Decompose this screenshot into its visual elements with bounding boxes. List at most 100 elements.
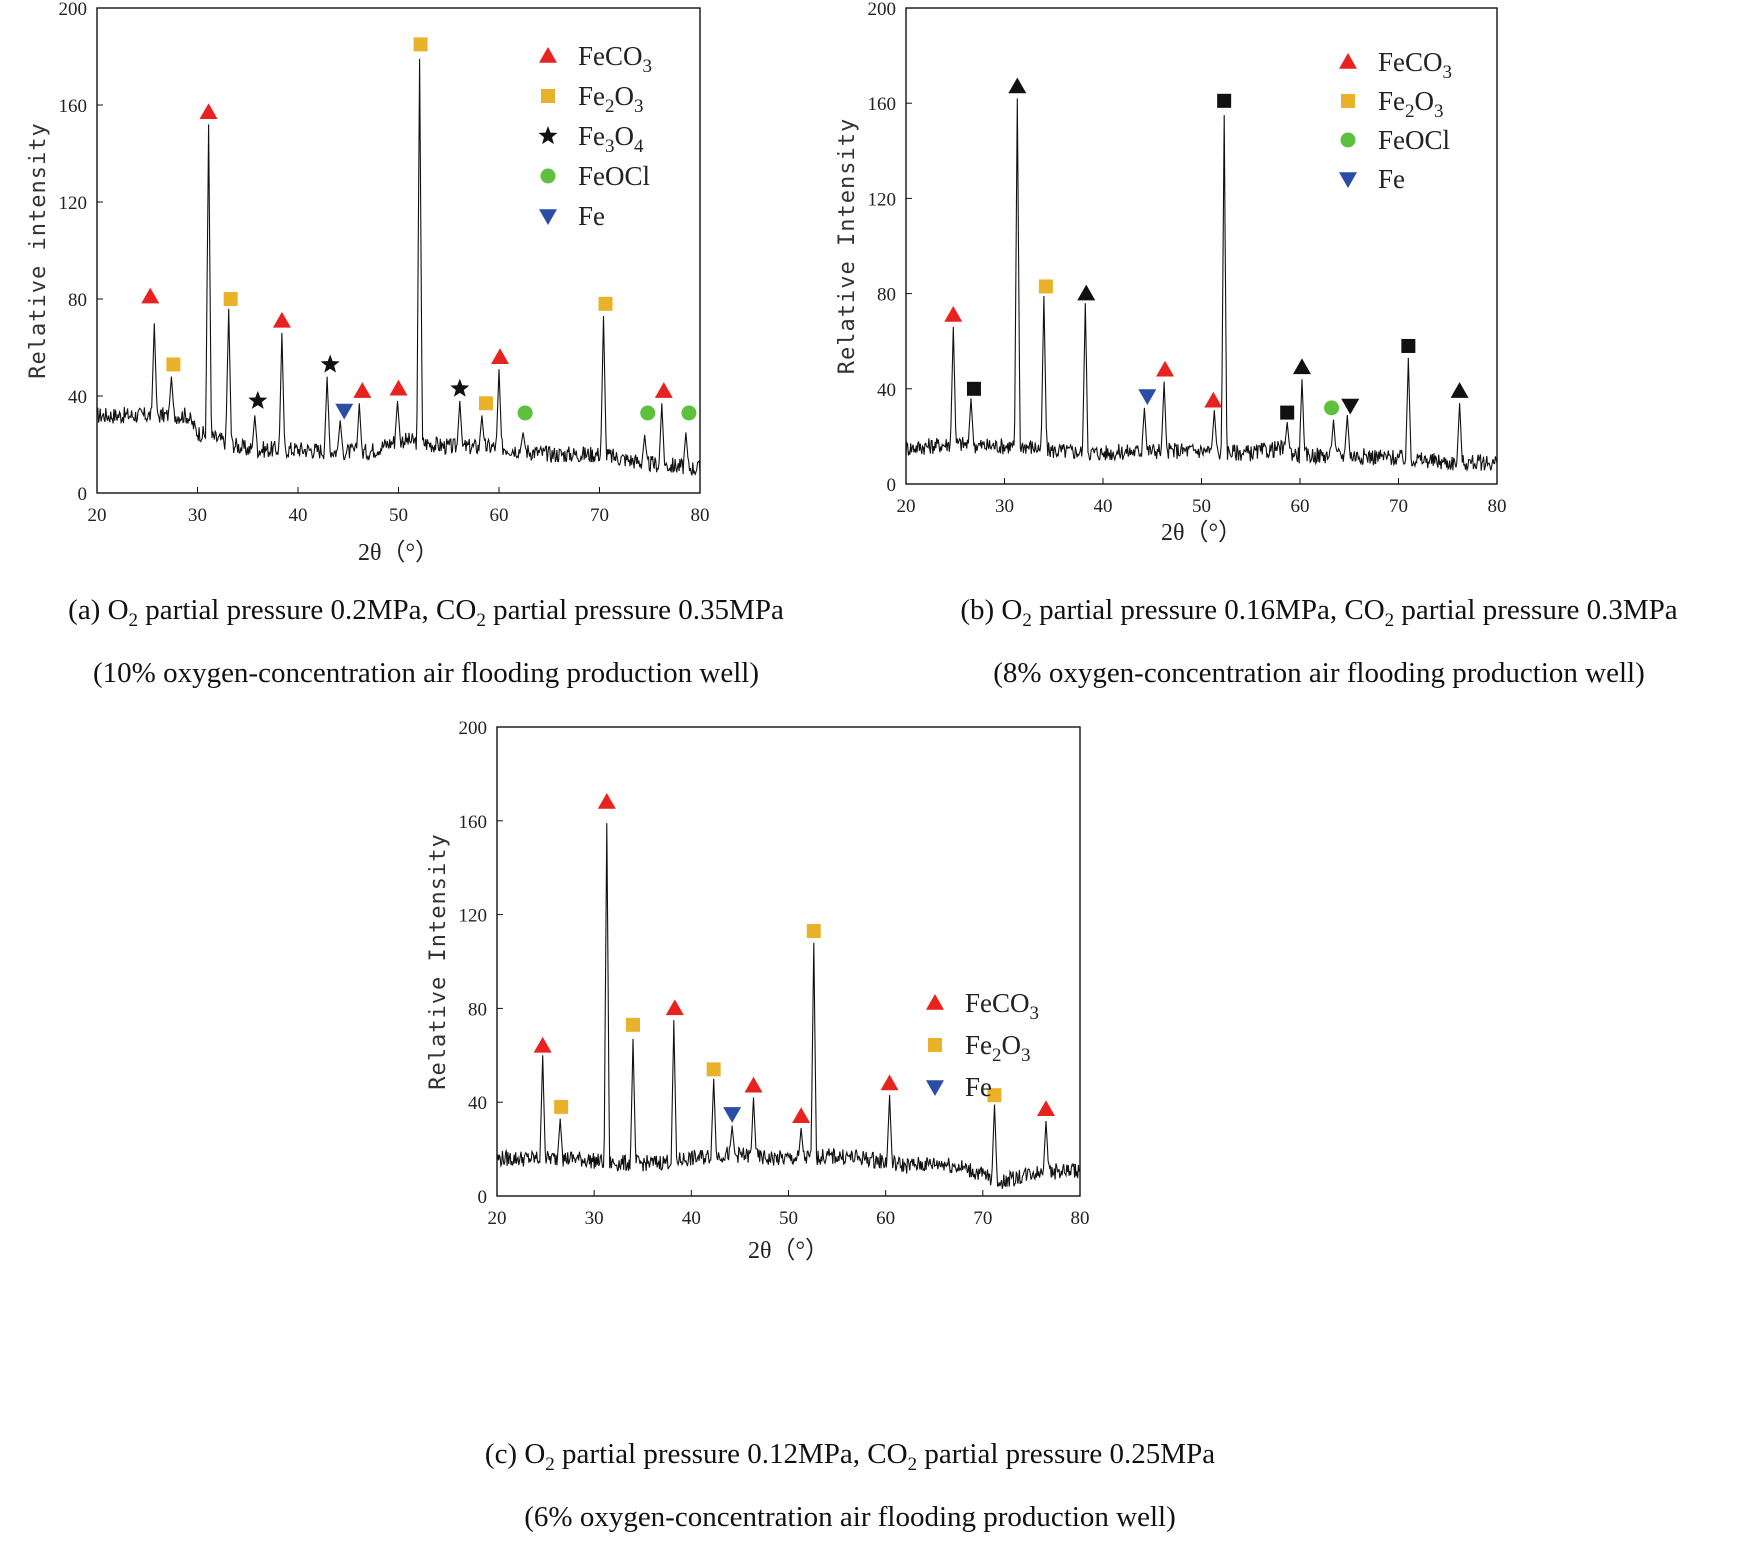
y-tick-label-a: 80	[68, 290, 87, 311]
peak-marker-b-black	[1401, 338, 1416, 353]
legend-marker-b-FeCO3	[1339, 53, 1357, 69]
peak-marker-b-black	[1280, 405, 1295, 420]
peak-marker-a-FeOCl	[517, 405, 533, 421]
peak-marker-a-Fe2O3	[478, 396, 493, 411]
peak-marker-a-Fe3O4	[450, 378, 470, 397]
peak-marker-a-FeCO3	[389, 379, 408, 396]
legend-label-a-Fe3O4: Fe3O4	[578, 121, 644, 157]
x-tick-label-c: 60	[876, 1208, 895, 1229]
chart-panel-b: 20 30 40 50 60 70 80 0 40 80 120 160 200 2θ（°） Relativ…	[835, 0, 1750, 600]
caption-c-line1: (c) O2 partial pressure 0.12MPa, CO2 par…	[484, 1438, 1216, 1475]
x-tick-label-a: 80	[691, 505, 710, 526]
x-tick-label-b: 40	[1094, 496, 1113, 517]
peak-marker-c-Fe2O3	[626, 1017, 641, 1032]
x-tick-label-c: 30	[585, 1208, 604, 1229]
legend-label-c-FeCO3: FeCO3	[965, 988, 1039, 1024]
y-tick-label-c: 160	[459, 812, 488, 833]
y-tick-label-a: 160	[59, 96, 88, 117]
peak-marker-b-Fe	[1138, 389, 1157, 405]
x-tick-label-b: 60	[1291, 496, 1310, 517]
x-tick-label-c: 70	[973, 1208, 992, 1229]
peak-marker-b-black	[1292, 358, 1311, 375]
legend-marker-c-FeCO3	[926, 994, 944, 1010]
peak-marker-a-FeCO3	[654, 382, 673, 398]
x-tick-label-a: 30	[188, 505, 207, 526]
x-axis-label-b: 2θ（°）	[1161, 520, 1242, 546]
x-tick-label-b: 30	[995, 496, 1014, 517]
legend-marker-a-FeCO3	[539, 47, 557, 63]
x-tick-label-a: 70	[590, 505, 609, 526]
plot-frame-b	[905, 7, 1498, 485]
legend-marker-a-Fe	[539, 209, 557, 225]
peak-marker-b-black	[1450, 382, 1469, 398]
peak-marker-c-Fe2O3	[706, 1062, 721, 1077]
legend-label-b-FeCO3: FeCO3	[1378, 47, 1452, 83]
x-tick-label-a: 50	[389, 505, 408, 526]
caption-a: (a) O2 partial pressure 0.2MPa, CO2 part…	[0, 584, 852, 699]
chart-a-svg: 20 30 40 50 60 70 80 0 40 80 120 160 200 2θ（°） Relativ…	[26, 0, 710, 566]
x-tick-label-b: 20	[897, 496, 916, 517]
legend-marker-b-Fe2O3	[1341, 94, 1355, 108]
legend-marker-b-FeOCl	[1340, 132, 1356, 148]
legend-label-a-FeOCl: FeOCl	[578, 161, 650, 191]
x-tick-label-a: 20	[88, 505, 107, 526]
legend-marker-a-Fe3O4	[538, 126, 558, 145]
legend-label-a-FeCO3: FeCO3	[578, 41, 652, 77]
peak-marker-b-black	[1077, 284, 1096, 301]
peak-marker-c-FeCO3	[792, 1107, 811, 1124]
peak-marker-a-FeCO3	[141, 287, 160, 304]
caption-a-line1: (a) O2 partial pressure 0.2MPa, CO2 part…	[68, 594, 784, 631]
peak-marker-b-black	[966, 381, 981, 396]
peak-marker-b-black	[1008, 77, 1027, 94]
legend-marker-a-Fe2O3	[541, 89, 555, 103]
y-tick-label-b: 200	[868, 0, 897, 20]
peak-marker-b-FeCO3	[1204, 391, 1223, 408]
x-axis-label-c: 2θ（°）	[748, 1238, 829, 1264]
peak-marker-a-FeCO3	[491, 348, 510, 364]
legend-marker-c-Fe2O3	[928, 1038, 942, 1052]
peak-marker-c-FeCO3	[665, 999, 684, 1016]
peak-marker-c-Fe	[723, 1107, 742, 1123]
x-tick-label-b: 70	[1389, 496, 1408, 517]
plot-frame-c	[496, 726, 1081, 1197]
caption-a-line2: (10% oxygen-concentration air flooding p…	[93, 656, 759, 689]
peak-marker-c-Fe2O3	[806, 924, 821, 939]
peak-marker-a-Fe2O3	[413, 37, 428, 52]
y-tick-label-b: 40	[877, 380, 896, 401]
y-tick-label-c: 80	[468, 999, 487, 1020]
peak-marker-a-Fe	[335, 403, 354, 420]
x-axis-label-a: 2θ（°）	[358, 540, 439, 566]
x-tick-label-a: 40	[289, 505, 308, 526]
peak-marker-a-FeOCl	[681, 405, 697, 421]
y-tick-label-b: 80	[877, 285, 896, 306]
peak-marker-b-black	[1217, 93, 1232, 108]
peak-marker-b-FeOCl	[1324, 400, 1340, 416]
y-tick-label-c: 0	[478, 1187, 488, 1208]
caption-b: (b) O2 partial pressure 0.16MPa, CO2 par…	[890, 584, 1748, 699]
peak-marker-b-FeCO3	[944, 306, 963, 322]
legend-label-b-Fe2O3: Fe2O3	[1378, 86, 1444, 122]
peak-marker-c-FeCO3	[1036, 1100, 1055, 1116]
legend-label-b-Fe: Fe	[1378, 164, 1405, 194]
y-tick-label-c: 40	[468, 1093, 487, 1114]
y-tick-label-c: 120	[459, 906, 488, 927]
legend-label-a-Fe2O3: Fe2O3	[578, 81, 644, 117]
caption-b-line2: (8% oxygen-concentration air flooding pr…	[993, 656, 1645, 689]
xrd-spectrum-line-a	[96, 58, 701, 476]
y-tick-label-a: 0	[78, 484, 88, 505]
peak-marker-a-FeCO3	[199, 103, 218, 120]
chart-panel-a: 20 30 40 50 60 70 80 0 40 80 120 160 200 2θ（°） Relativ…	[0, 0, 860, 600]
legend-label-a-Fe: Fe	[578, 201, 605, 231]
legend-label-b-FeOCl: FeOCl	[1378, 125, 1450, 155]
y-axis-label-a: Relative intensity	[26, 122, 51, 378]
y-tick-label-c: 200	[459, 718, 488, 739]
legend-marker-a-FeOCl	[540, 168, 556, 184]
peak-marker-a-Fe3O4	[248, 390, 268, 409]
peak-marker-c-FeCO3	[533, 1036, 552, 1053]
x-tick-label-b: 50	[1192, 496, 1211, 517]
legend-marker-c-Fe	[926, 1080, 944, 1096]
legend-marker-b-Fe	[1339, 172, 1357, 188]
chart-panel-c: 20 30 40 50 60 70 80 0 40 80 120 160 200 2θ（°） Relativ…	[426, 718, 1260, 1400]
x-tick-label-b: 80	[1488, 496, 1507, 517]
peak-marker-b-FeCO3	[1156, 360, 1175, 377]
